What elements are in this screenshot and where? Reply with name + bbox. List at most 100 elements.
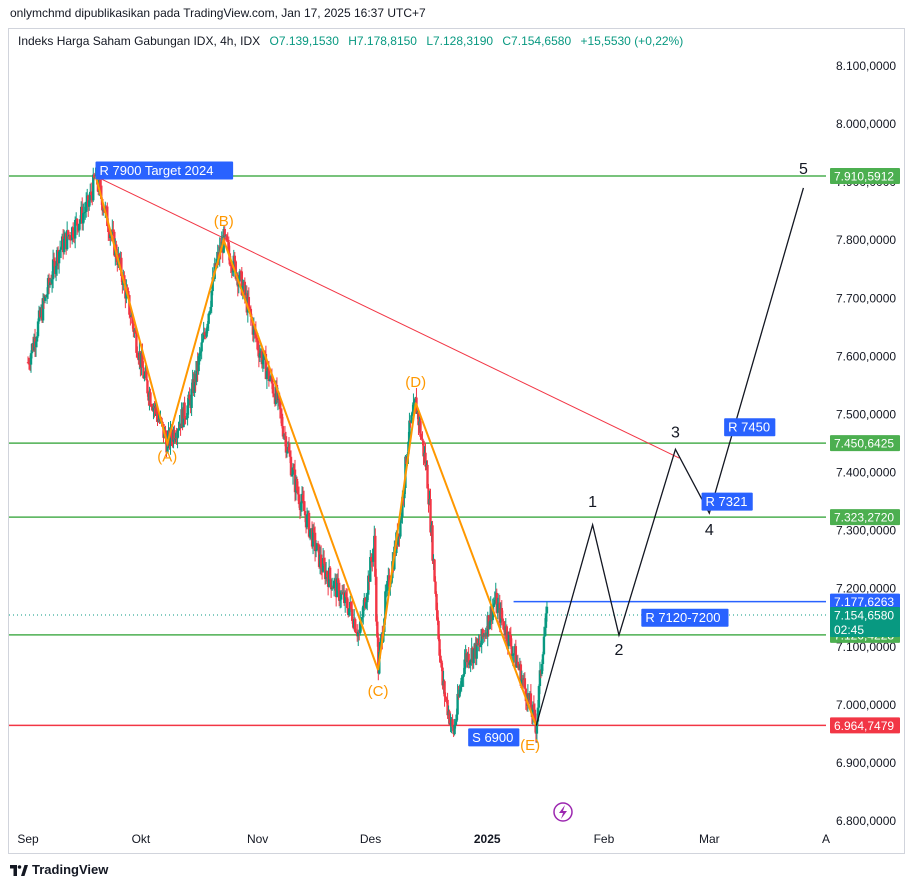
price-tag bbox=[830, 168, 900, 185]
candle-body bbox=[278, 398, 282, 410]
y-tick-label: 7.200,0000 bbox=[836, 582, 896, 596]
candle-body bbox=[524, 688, 528, 702]
horizontal-levels bbox=[9, 175, 826, 727]
candle-body bbox=[495, 592, 498, 613]
candle-body bbox=[227, 242, 230, 254]
candle-body bbox=[296, 490, 300, 495]
candle-body bbox=[226, 240, 229, 243]
candle-body bbox=[427, 488, 430, 505]
candle-body bbox=[170, 428, 173, 438]
candle-body bbox=[328, 567, 332, 580]
candle-body bbox=[75, 218, 79, 226]
candle-body bbox=[469, 660, 472, 663]
candle-body bbox=[355, 631, 358, 634]
level-annotation-text: R 7450 bbox=[728, 420, 770, 435]
projection-wave-line[interactable] bbox=[535, 187, 805, 726]
candle-body bbox=[82, 213, 85, 224]
candle-body bbox=[501, 618, 504, 622]
candle-body bbox=[384, 591, 387, 619]
candle-body bbox=[260, 350, 264, 365]
candle-body bbox=[267, 367, 271, 382]
candle-body bbox=[234, 261, 237, 279]
y-tick-label: 7.500,0000 bbox=[836, 407, 896, 421]
candle-body bbox=[41, 298, 45, 321]
candle-body bbox=[136, 352, 139, 358]
y-tick-label: 8.000,0000 bbox=[836, 117, 896, 131]
tradingview-brand: TradingView bbox=[32, 862, 109, 877]
candle-body bbox=[295, 478, 299, 491]
y-tick-label: 8.100,0000 bbox=[836, 59, 896, 73]
candle-body bbox=[314, 550, 318, 552]
candle-body bbox=[123, 275, 126, 283]
candle-body bbox=[311, 528, 315, 547]
candle-body bbox=[348, 608, 351, 616]
candle-body bbox=[456, 693, 459, 715]
last-price-tag bbox=[830, 607, 900, 638]
candle-body bbox=[541, 654, 545, 665]
candle-body bbox=[411, 411, 414, 416]
level-annotation-box[interactable] bbox=[95, 161, 234, 180]
candle-body bbox=[331, 587, 335, 589]
level-annotation-box[interactable] bbox=[701, 492, 753, 511]
candle-body bbox=[241, 285, 245, 295]
lightning-icon[interactable] bbox=[553, 802, 573, 822]
candle-body bbox=[365, 602, 368, 608]
candle-body bbox=[225, 235, 228, 241]
candle-body bbox=[77, 223, 81, 231]
candle-body bbox=[127, 291, 130, 296]
price-tag bbox=[830, 509, 900, 526]
level-annotation-box[interactable] bbox=[724, 418, 776, 437]
candle-body bbox=[93, 174, 96, 179]
level-annotation-text: R 7900 Target 2024 bbox=[100, 163, 214, 178]
candle-body bbox=[462, 673, 465, 677]
candle-body bbox=[256, 340, 260, 351]
level-annotation-box[interactable] bbox=[641, 608, 729, 627]
candle-body bbox=[186, 405, 189, 419]
candle-body bbox=[475, 639, 478, 659]
candle-body bbox=[279, 409, 283, 414]
candle-body bbox=[206, 323, 209, 329]
symbol-legend: Indeks Harga Saham Gabungan IDX, 4h, IDX… bbox=[18, 34, 683, 48]
publisher-attribution: onlymchmd dipublikasikan pada TradingVie… bbox=[10, 6, 426, 20]
candle-body bbox=[83, 212, 86, 214]
candle-body bbox=[439, 655, 442, 661]
descending-trendline[interactable] bbox=[95, 175, 680, 459]
candle-body bbox=[307, 512, 311, 537]
projection-label: 5 bbox=[799, 161, 808, 178]
candle-body bbox=[305, 514, 309, 528]
candle-body bbox=[540, 664, 544, 674]
candle-body bbox=[343, 592, 347, 604]
candle-body bbox=[233, 255, 236, 262]
candle-body bbox=[290, 474, 294, 476]
candle-body bbox=[301, 494, 305, 502]
candle-body bbox=[512, 653, 516, 655]
candle-body bbox=[385, 590, 388, 592]
candle-body bbox=[403, 488, 406, 499]
candle-body bbox=[240, 271, 244, 295]
candle-body bbox=[359, 621, 362, 634]
price-tag bbox=[830, 435, 900, 452]
candle-body bbox=[434, 581, 437, 594]
candle-body bbox=[400, 516, 403, 520]
level-annotation-box[interactable] bbox=[468, 728, 520, 747]
candle-body bbox=[426, 464, 429, 489]
candle-body bbox=[338, 599, 342, 601]
candle-body bbox=[332, 580, 336, 589]
candle-body bbox=[149, 392, 152, 406]
candle-body bbox=[371, 561, 374, 563]
tradingview-footer[interactable]: TradingView bbox=[10, 862, 108, 877]
candle-body bbox=[285, 451, 289, 453]
candle-body bbox=[143, 375, 146, 379]
price-tag-text: 7.910,5912 bbox=[834, 170, 894, 184]
candle-body bbox=[28, 364, 32, 366]
abc-wave-line[interactable] bbox=[94, 176, 538, 727]
candle-body bbox=[458, 689, 461, 697]
candle-body bbox=[401, 496, 404, 517]
candle-body bbox=[112, 229, 115, 232]
price-tag-text: 7.450,6425 bbox=[834, 437, 894, 451]
candle-body bbox=[120, 257, 123, 277]
candle-body bbox=[437, 620, 440, 640]
candle-body bbox=[321, 558, 325, 572]
candle-body bbox=[201, 339, 204, 343]
